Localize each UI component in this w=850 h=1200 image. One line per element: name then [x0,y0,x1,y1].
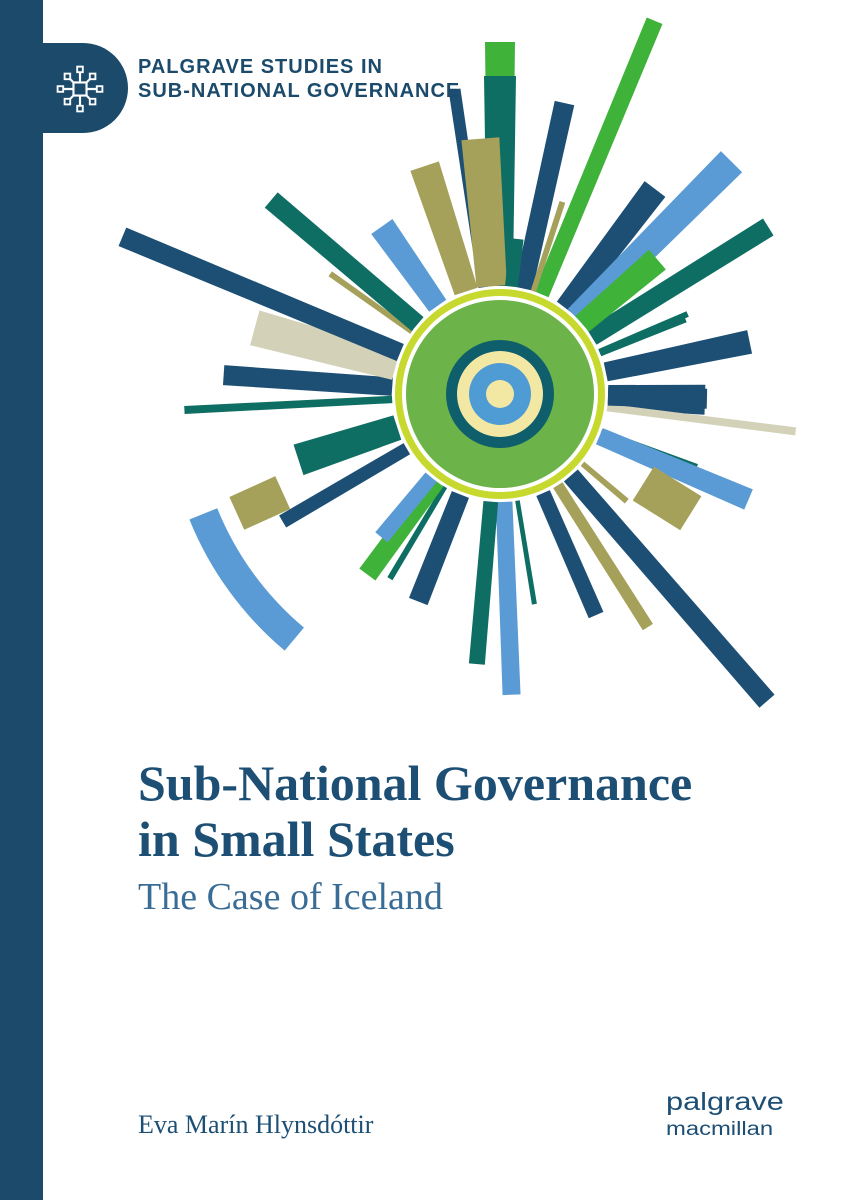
svg-text:macmillan: macmillan [666,1117,773,1139]
svg-text:palgrave: palgrave [666,1088,784,1116]
